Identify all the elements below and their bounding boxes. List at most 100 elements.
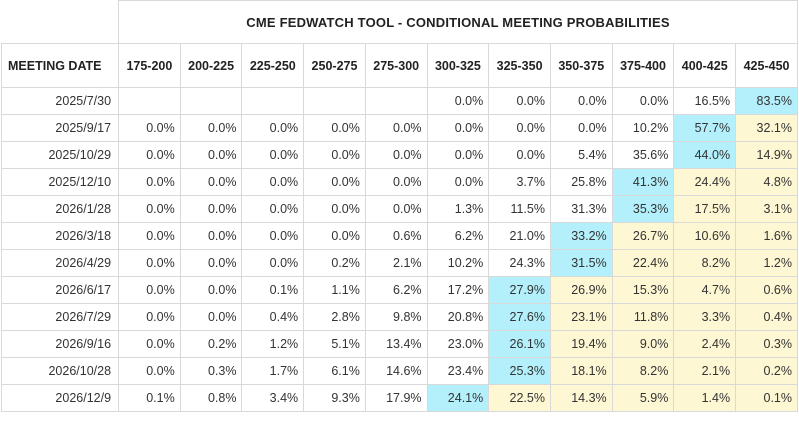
- probability-cell: 0.0%: [364, 114, 428, 142]
- table-row: 2025/10/29 0.0% 0.0% 0.0% 0.0% 0.0% 0.0% 0.0% 5.…: [0, 141, 798, 169]
- probability-cell: 0.0%: [118, 330, 181, 358]
- meeting-date-cell: 2025/9/17: [0, 114, 120, 142]
- meeting-date-cell: 2026/7/29: [0, 303, 120, 331]
- table-row: 2025/9/17 0.0% 0.0% 0.0% 0.0% 0.0% 0.0% 0.0% 0.0…: [0, 114, 798, 142]
- probability-cell: 35.3%: [611, 195, 675, 223]
- probability-cell: 10.6%: [673, 222, 737, 250]
- probability-cell: 0.2%: [735, 357, 798, 385]
- probability-cell: 17.9%: [364, 384, 428, 412]
- probability-cell: 0.0%: [179, 195, 243, 223]
- probability-cell: 0.0%: [426, 168, 490, 196]
- probability-cell: 0.0%: [426, 114, 490, 142]
- table-row: 2026/3/18 0.0% 0.0% 0.0% 0.0% 0.6% 6.2% 21.0% 33…: [0, 222, 798, 250]
- probability-cell: 0.0%: [179, 222, 243, 250]
- probability-cell: 10.2%: [426, 249, 490, 277]
- probability-cell: 6.2%: [364, 276, 428, 304]
- probability-cell: 27.6%: [488, 303, 551, 331]
- probability-cell: 0.0%: [426, 141, 490, 169]
- probability-cell: 2.1%: [364, 249, 428, 277]
- probability-cell: 0.0%: [118, 276, 181, 304]
- probability-cell: 21.0%: [488, 222, 551, 250]
- meeting-date-cell: 2025/12/10: [0, 168, 120, 196]
- column-header-325-350: 325-350: [488, 43, 551, 88]
- probability-cell: 32.1%: [735, 114, 798, 142]
- probability-cell: 0.0%: [488, 141, 551, 169]
- probability-cell: 26.1%: [488, 330, 551, 358]
- meeting-date-cell: 2025/10/29: [0, 141, 120, 169]
- table-row: 2026/4/29 0.0% 0.0% 0.0% 0.2% 2.1% 10.2% 24.3% 3…: [0, 249, 798, 277]
- probability-cell: 0.8%: [179, 384, 243, 412]
- meeting-date-cell: 2026/4/29: [0, 249, 120, 277]
- probability-cell: 24.4%: [673, 168, 737, 196]
- probability-cell: 0.0%: [118, 168, 181, 196]
- probability-cell: 0.0%: [118, 222, 181, 250]
- probability-cell: 0.0%: [303, 114, 366, 142]
- probability-cell: 0.0%: [364, 168, 428, 196]
- probability-cell: 0.0%: [303, 222, 366, 250]
- probability-cell: [179, 87, 243, 115]
- column-header-250-275: 250-275: [303, 43, 366, 88]
- probability-cell: 0.3%: [735, 330, 798, 358]
- probability-cell: [241, 87, 305, 115]
- table-title: CME FEDWATCH TOOL - CONDITIONAL MEETING …: [118, 0, 798, 44]
- probability-cell: 3.7%: [488, 168, 551, 196]
- probability-cell: 41.3%: [611, 168, 675, 196]
- probability-cell: 0.0%: [426, 87, 490, 115]
- probability-cell: 0.0%: [488, 87, 551, 115]
- probability-cell: 0.0%: [364, 195, 428, 223]
- probability-cell: 9.8%: [364, 303, 428, 331]
- column-header-row: MEETING DATE 175-200 200-225 225-250 250-27…: [0, 43, 798, 88]
- probability-cell: 25.3%: [488, 357, 551, 385]
- probability-cell: 0.0%: [118, 195, 181, 223]
- probability-cell: 24.1%: [426, 384, 490, 412]
- column-header-375-400: 375-400: [611, 43, 675, 88]
- table-row: 2025/12/10 0.0% 0.0% 0.0% 0.0% 0.0% 0.0% 3.7% 25…: [0, 168, 798, 196]
- probability-cell: 1.2%: [241, 330, 305, 358]
- probability-cell: 31.3%: [549, 195, 613, 223]
- probability-cell: 0.1%: [118, 384, 181, 412]
- blank-corner-cell: [1, 0, 120, 44]
- probability-cell: [364, 87, 428, 115]
- table-row: 2026/6/17 0.0% 0.0% 0.1% 1.1% 6.2% 17.2% 27.9% 2…: [0, 276, 798, 304]
- table-row: 2026/10/28 0.0% 0.3% 1.7% 6.1% 14.6% 23.4% 25.3…: [0, 357, 798, 385]
- probability-cell: 0.0%: [179, 168, 243, 196]
- probability-cell: 0.4%: [735, 303, 798, 331]
- probability-cell: 0.0%: [118, 141, 181, 169]
- probability-cell: 57.7%: [673, 114, 737, 142]
- probability-cell: 0.0%: [241, 249, 305, 277]
- probability-cell: 83.5%: [735, 87, 798, 115]
- probability-cell: 8.2%: [673, 249, 737, 277]
- probability-cell: 0.0%: [488, 114, 551, 142]
- table-row: 2026/1/28 0.0% 0.0% 0.0% 0.0% 0.0% 1.3% 11.5% 31…: [0, 195, 798, 223]
- probability-cell: 0.0%: [179, 249, 243, 277]
- meeting-date-header: MEETING DATE: [0, 43, 120, 88]
- probability-cell: 0.0%: [179, 141, 243, 169]
- table-body: 2025/7/30 0.0% 0.0% 0.0% 0.0% 16.5% 83.5% 2025/…: [0, 87, 798, 412]
- probability-cell: 3.1%: [735, 195, 798, 223]
- probability-cell: 6.2%: [426, 222, 490, 250]
- column-header-300-325: 300-325: [426, 43, 490, 88]
- probability-cell: 14.3%: [549, 384, 613, 412]
- probability-cell: 0.6%: [735, 276, 798, 304]
- probability-cell: [118, 87, 181, 115]
- meeting-date-cell: 2026/9/16: [0, 330, 120, 358]
- probability-cell: 14.9%: [735, 141, 798, 169]
- probability-cell: 0.2%: [303, 249, 366, 277]
- probability-cell: 0.0%: [303, 195, 366, 223]
- probability-cell: 31.5%: [549, 249, 613, 277]
- column-header-225-250: 225-250: [241, 43, 305, 88]
- probability-cell: 0.0%: [611, 87, 675, 115]
- probability-cell: 0.0%: [549, 114, 613, 142]
- probability-cell: 18.1%: [549, 357, 613, 385]
- probability-cell: 35.6%: [611, 141, 675, 169]
- column-header-175-200: 175-200: [118, 43, 181, 88]
- meeting-date-cell: 2026/10/28: [0, 357, 120, 385]
- probability-cell: 0.3%: [179, 357, 243, 385]
- meeting-date-cell: 2026/12/9: [0, 384, 120, 412]
- column-header-425-450: 425-450: [735, 43, 798, 88]
- probability-cell: 8.2%: [611, 357, 675, 385]
- probability-cell: 9.0%: [611, 330, 675, 358]
- probability-cell: 0.1%: [735, 384, 798, 412]
- probability-cell: 17.2%: [426, 276, 490, 304]
